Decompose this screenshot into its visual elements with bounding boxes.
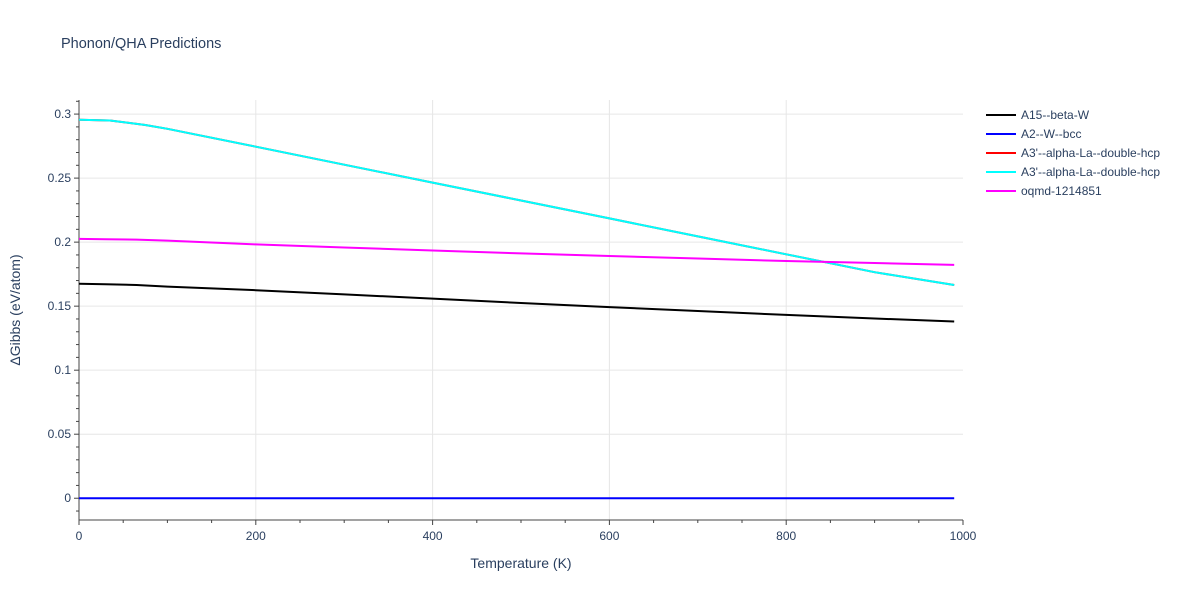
series-line-3 — [78, 118, 955, 286]
tick-label-layer: 0 200 400 600 800 1000 0 0.05 0.1 0.15 0.2 0.25 0.3 — [48, 107, 977, 543]
legend-item[interactable]: A15--beta-W — [986, 108, 1090, 122]
y-tick-label: 0.3 — [54, 107, 71, 121]
x-tick-label: 1000 — [950, 529, 977, 543]
legend-label: A3'--alpha-La--double-hcp — [1021, 146, 1160, 160]
x-tick-label: 800 — [776, 529, 796, 543]
series-layer — [78, 118, 955, 500]
axes-layer — [74, 100, 964, 525]
chart-title: Phonon/QHA Predictions — [61, 36, 222, 52]
y-tick-label: 0.2 — [54, 235, 71, 249]
x-tick-label: 200 — [246, 529, 266, 543]
legend-label: A2--W--bcc — [1021, 127, 1081, 141]
legend-item[interactable]: A2--W--bcc — [986, 127, 1081, 141]
series-line-4 — [78, 237, 955, 266]
legend-label: A15--beta-W — [1021, 108, 1090, 122]
y-tick-label: 0 — [64, 491, 71, 505]
legend-item[interactable]: A3'--alpha-La--double-hcp — [986, 146, 1160, 160]
series-line-2 — [78, 118, 955, 286]
x-tick-label: 400 — [423, 529, 443, 543]
y-tick-label: 0.25 — [48, 171, 72, 185]
grid-layer — [79, 100, 963, 520]
x-tick-label: 600 — [599, 529, 619, 543]
legend-item[interactable]: A3'--alpha-La--double-hcp — [986, 165, 1160, 179]
y-tick-label: 0.15 — [48, 299, 72, 313]
x-tick-label: 0 — [76, 529, 83, 543]
y-axis-title: ΔGibbs (eV/atom) — [7, 254, 23, 365]
x-axis-title: Temperature (K) — [470, 555, 571, 571]
legend[interactable]: A15--beta-W A2--W--bcc A3'--alpha-La--doub… — [986, 108, 1160, 198]
series-line-0 — [78, 282, 955, 323]
legend-label: oqmd-1214851 — [1021, 184, 1102, 198]
y-tick-label: 0.1 — [54, 363, 71, 377]
legend-label: A3'--alpha-La--double-hcp — [1021, 165, 1160, 179]
legend-item[interactable]: oqmd-1214851 — [986, 184, 1102, 198]
y-tick-label: 0.05 — [48, 427, 72, 441]
